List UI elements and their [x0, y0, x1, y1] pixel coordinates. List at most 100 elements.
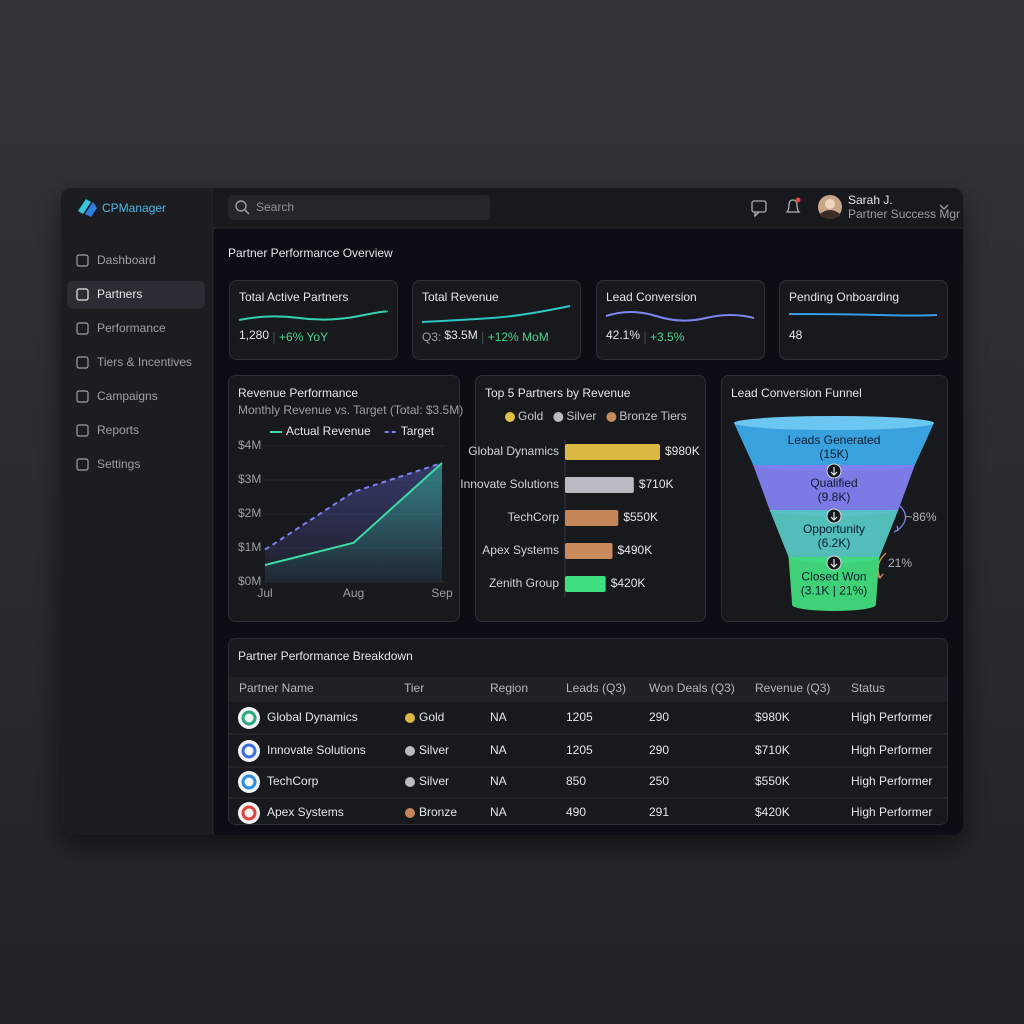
table-cell: Gold: [419, 710, 444, 724]
kpi-sparkline: [788, 313, 938, 317]
nav-icon: [76, 322, 89, 335]
nav-item[interactable]: Tiers & Incentives: [97, 355, 192, 369]
partner-logo-mark: [241, 805, 257, 821]
table-cell: High Performer: [851, 710, 932, 724]
table-header: Region: [490, 681, 528, 695]
search-icon-handle: [244, 209, 250, 215]
table-header: Won Deals (Q3): [649, 681, 735, 695]
tier-dot: [405, 713, 415, 723]
nav-icon: [76, 288, 89, 301]
legend-label: Target: [401, 424, 435, 438]
funnel-stage-label: Closed Won: [801, 569, 866, 583]
chart-title: Revenue Performance: [238, 386, 358, 400]
user-role: Partner Success Mgr: [848, 207, 960, 221]
table-cell: 1205: [566, 710, 593, 724]
bar-value-label: $550K: [623, 510, 658, 524]
nav-icon: [76, 254, 89, 267]
funnel-value-label: (9.8K): [818, 490, 851, 504]
nav-item[interactable]: Reports: [97, 423, 139, 437]
messages-icon[interactable]: [751, 200, 767, 218]
table-cell: Innovate Solutions: [267, 743, 366, 757]
nav-active-bg: [67, 281, 205, 309]
kpi-label: Total Active Partners: [239, 290, 348, 304]
table-header: Revenue (Q3): [755, 681, 830, 695]
bar-category-label: TechCorp: [508, 510, 560, 524]
nav-item[interactable]: Campaigns: [97, 389, 158, 403]
funnel-top: [734, 416, 934, 430]
nav-item[interactable]: Partners: [97, 287, 142, 301]
legend-dot: [553, 412, 564, 422]
page-title: Partner Performance Overview: [228, 246, 393, 260]
x-tick-label: Jul: [257, 586, 272, 600]
partner-logo-mark: [241, 710, 257, 726]
partner-logo: [238, 740, 260, 762]
table-header: Leads (Q3): [566, 681, 626, 695]
nav-icon: [76, 424, 89, 437]
table-cell: $550K: [755, 774, 790, 788]
x-tick-label: Sep: [431, 586, 453, 600]
legend-label: Silver: [566, 409, 596, 423]
search-icon: [235, 200, 247, 212]
table-header: Partner Name: [239, 681, 314, 695]
top-partners-panel: [475, 375, 706, 622]
bar-category-label: Zenith Group: [489, 576, 559, 590]
brand-logo[interactable]: [78, 199, 97, 217]
funnel-stage: [769, 510, 899, 563]
table-cell: 291: [649, 805, 669, 819]
table-cell: 290: [649, 710, 669, 724]
bar: [565, 444, 660, 460]
table-cell: 850: [566, 774, 586, 788]
partner-logo: [238, 707, 260, 729]
kpi-label: Lead Conversion: [606, 290, 697, 304]
bar: [565, 543, 613, 559]
user-avatar[interactable]: [818, 195, 842, 219]
table-cell: $420K: [755, 805, 790, 819]
table-cell: 290: [649, 743, 669, 757]
nav-icon: [76, 390, 89, 403]
table-cell: 250: [649, 774, 669, 788]
brand-name[interactable]: CPManager: [102, 201, 166, 215]
funnel-annotation: ~86%: [905, 510, 936, 524]
kpi-change: +3.5%: [650, 330, 685, 344]
table-cell: Global Dynamics: [267, 710, 358, 724]
legend-label: Actual Revenue: [286, 424, 371, 438]
series-line: [264, 462, 443, 566]
bar-value-label: $420K: [611, 576, 646, 590]
kpi-card[interactable]: [412, 280, 581, 360]
area: [265, 463, 442, 582]
bar-value-label: $980K: [665, 444, 700, 458]
annotation-arrow: [897, 505, 907, 531]
funnel-arrow: [830, 512, 838, 521]
funnel-stage: [788, 557, 880, 611]
y-tick-label: $4M: [238, 438, 261, 452]
bar: [565, 510, 619, 526]
notifications-icon[interactable]: [785, 197, 801, 213]
kpi-value: $3.5M: [444, 328, 477, 342]
nav-icon: [76, 356, 89, 369]
user-name[interactable]: Sarah J.: [848, 193, 893, 207]
kpi-value: 42.1%: [606, 328, 640, 342]
nav-item[interactable]: Dashboard: [97, 253, 156, 267]
table-header-band: [229, 677, 947, 702]
table-panel: [228, 638, 948, 825]
user-menu-chevron[interactable]: [939, 204, 949, 210]
partner-logo: [238, 771, 260, 793]
y-tick-label: $1M: [238, 540, 261, 554]
search-box[interactable]: [228, 195, 490, 220]
bar-value-label: $490K: [618, 543, 653, 557]
partner-logo-mark: [241, 743, 257, 759]
chart-title: Top 5 Partners by Revenue: [485, 386, 631, 400]
nav-item[interactable]: Performance: [97, 321, 166, 335]
table-cell: $710K: [755, 743, 790, 757]
legend-label: Bronze Tiers: [619, 409, 686, 423]
chart-title: Lead Conversion Funnel: [731, 386, 862, 400]
search-placeholder[interactable]: Search: [256, 200, 294, 214]
funnel-arrow: [830, 467, 838, 476]
bar: [565, 477, 634, 493]
funnel-annotation: 21%: [888, 556, 912, 570]
nav-item[interactable]: Settings: [97, 457, 140, 471]
legend-dot: [505, 412, 515, 422]
chart-subtitle: Monthly Revenue vs. Target (Total: $3.5M…: [238, 403, 463, 417]
kpi-card[interactable]: [779, 280, 948, 360]
